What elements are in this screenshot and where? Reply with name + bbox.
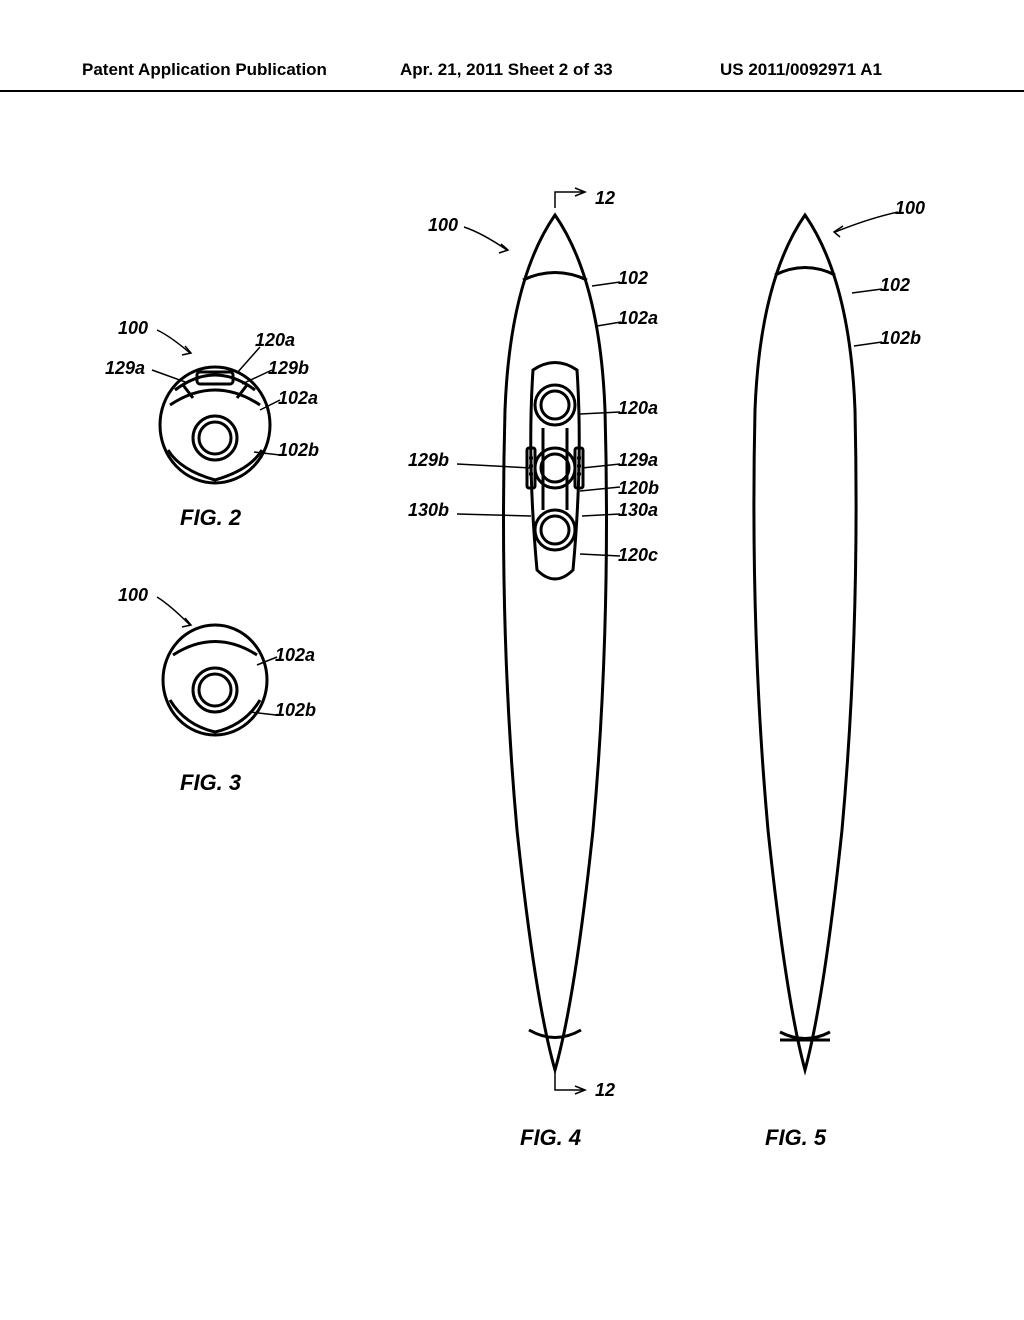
header-left: Patent Application Publication: [82, 60, 327, 80]
ref-102a-fig4: 102a: [618, 308, 658, 329]
ref-120a-fig4: 120a: [618, 398, 658, 419]
ref-102-fig4: 102: [618, 268, 648, 289]
ref-12-top-fig4: 12: [595, 188, 615, 209]
ref-129a-fig2: 129a: [105, 358, 145, 379]
ref-102a-fig2: 102a: [278, 388, 318, 409]
fig4-caption: FIG. 4: [520, 1125, 581, 1151]
ref-129b-fig4: 129b: [408, 450, 449, 471]
figure-4: [455, 210, 655, 1095]
fig2-caption: FIG. 2: [180, 505, 241, 531]
ref-129a-fig4: 129a: [618, 450, 658, 471]
ref-120b-fig4: 120b: [618, 478, 659, 499]
ref-130a-fig4: 130a: [618, 500, 658, 521]
fig3-caption: FIG. 3: [180, 770, 241, 796]
ref-120c-fig4: 120c: [618, 545, 658, 566]
page-header: Patent Application Publication Apr. 21, …: [0, 60, 1024, 92]
ref-100-fig2: 100: [118, 318, 148, 339]
ref-130b-fig4: 130b: [408, 500, 449, 521]
ref-12-bot-fig4: 12: [595, 1080, 615, 1101]
ref-102b-fig3: 102b: [275, 700, 316, 721]
fig5-caption: FIG. 5: [765, 1125, 826, 1151]
ref-100-fig4: 100: [428, 215, 458, 236]
header-right: US 2011/0092971 A1: [720, 60, 882, 80]
ref-102b-fig2: 102b: [278, 440, 319, 461]
ref-102b-fig5: 102b: [880, 328, 921, 349]
header-center: Apr. 21, 2011 Sheet 2 of 33: [400, 60, 613, 80]
ref-100-fig3: 100: [118, 585, 148, 606]
ref-102a-fig3: 102a: [275, 645, 315, 666]
